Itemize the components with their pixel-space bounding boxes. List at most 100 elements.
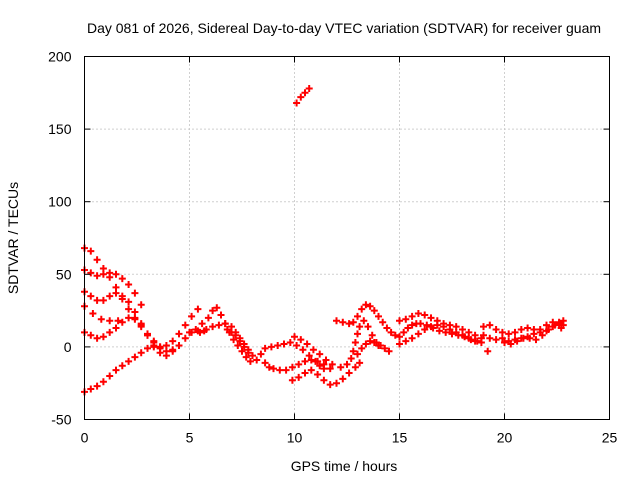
data-point-plus	[265, 363, 273, 371]
data-point-plus	[402, 315, 410, 323]
data-point-plus	[257, 350, 265, 358]
data-point-plus	[137, 349, 145, 357]
chart-title: Day 081 of 2026, Sidereal Day-to-day VTE…	[87, 20, 601, 36]
data-point-plus	[427, 314, 435, 322]
data-point-plus	[93, 382, 101, 390]
data-point-plus	[89, 310, 97, 318]
data-point-plus	[360, 317, 368, 325]
data-point-plus	[261, 344, 269, 352]
data-point-plus	[125, 305, 133, 313]
data-point-plus	[448, 330, 456, 338]
data-point-plus	[417, 320, 424, 328]
data-point-plus	[156, 343, 164, 351]
data-point-plus	[480, 331, 487, 339]
series-arc-13	[288, 359, 364, 389]
data-point-plus	[545, 325, 553, 333]
data-point-plus	[446, 325, 454, 333]
data-point-plus	[93, 256, 101, 264]
data-point-plus	[375, 341, 382, 349]
data-point-plus	[362, 301, 370, 309]
data-point-plus	[356, 359, 364, 367]
data-point-plus	[354, 330, 361, 338]
data-point-plus	[305, 352, 313, 360]
data-point-plus	[276, 366, 284, 374]
data-point-plus	[106, 269, 114, 277]
data-point-plus	[112, 366, 120, 374]
series-arc-16	[337, 317, 393, 371]
data-point-plus	[194, 305, 202, 313]
data-point-plus	[351, 339, 359, 347]
data-point-plus	[498, 334, 506, 342]
data-point-plus	[297, 336, 305, 344]
data-point-plus	[473, 337, 481, 345]
series-arc-12	[261, 339, 328, 373]
data-point-plus	[144, 344, 151, 352]
data-point-plus	[169, 337, 177, 345]
data-point-plus	[366, 337, 374, 345]
data-point-plus	[242, 353, 250, 361]
data-point-plus	[492, 336, 500, 344]
data-point-plus	[99, 378, 107, 386]
data-point-plus	[423, 321, 431, 329]
data-point-plus	[221, 320, 229, 328]
data-point-plus	[106, 372, 114, 380]
data-point-plus	[198, 320, 206, 328]
data-markers	[81, 84, 567, 396]
y-tick-label: 50	[56, 266, 72, 282]
data-point-plus	[316, 362, 324, 370]
plot-frame	[84, 56, 610, 420]
data-point-plus	[312, 357, 319, 365]
series-arc-9	[223, 325, 252, 357]
data-point-plus	[309, 346, 317, 354]
data-point-plus	[87, 269, 95, 277]
data-point-plus	[408, 312, 416, 320]
data-point-plus	[370, 339, 378, 347]
data-point-plus	[314, 370, 322, 378]
data-point-plus	[461, 333, 469, 341]
data-point-plus	[93, 296, 101, 304]
data-point-plus	[99, 296, 107, 304]
data-point-plus	[87, 331, 95, 339]
data-point-plus	[391, 331, 399, 339]
x-tick-label: 25	[602, 430, 618, 446]
data-point-plus	[396, 317, 403, 325]
data-point-plus	[440, 323, 448, 331]
data-point-plus	[517, 325, 525, 333]
data-point-plus	[354, 312, 361, 320]
data-point-plus	[532, 336, 540, 344]
data-point-plus	[175, 330, 183, 338]
data-point-plus	[204, 314, 212, 322]
data-point-plus	[118, 362, 126, 370]
data-point-plus	[253, 356, 261, 364]
y-tick-label: 200	[48, 49, 72, 65]
data-point-plus	[217, 311, 225, 319]
data-point-plus	[299, 346, 307, 354]
data-point-plus	[181, 321, 189, 329]
data-point-plus	[234, 341, 242, 349]
data-point-plus	[131, 353, 139, 361]
data-point-plus	[209, 307, 217, 315]
data-point-plus	[144, 330, 151, 338]
data-point-plus	[526, 334, 534, 342]
data-point-plus	[213, 304, 221, 312]
data-point-plus	[492, 325, 500, 333]
data-point-plus	[112, 324, 120, 332]
data-point-plus	[131, 308, 139, 316]
data-point-plus	[400, 328, 408, 336]
data-point-plus	[93, 334, 101, 342]
data-point-plus	[125, 280, 133, 288]
data-point-plus	[467, 336, 475, 344]
data-point-plus	[288, 376, 296, 384]
series-arc-7	[186, 304, 254, 365]
data-point-plus	[320, 376, 328, 384]
data-point-plus	[118, 275, 126, 283]
data-point-plus	[246, 357, 254, 365]
x-tick-label: 5	[186, 430, 194, 446]
data-point-plus	[280, 340, 288, 348]
data-point-plus	[169, 346, 177, 354]
data-point-plus	[106, 317, 114, 325]
data-point-plus	[337, 363, 345, 371]
data-point-plus	[87, 292, 95, 300]
data-point-plus	[186, 328, 193, 336]
